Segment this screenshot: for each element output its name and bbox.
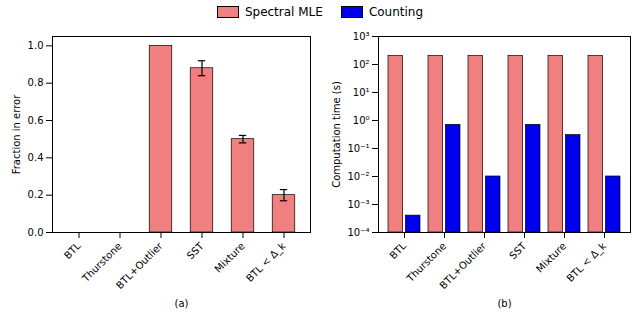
svg-text:0.8: 0.8: [28, 77, 44, 88]
svg-text:0.0: 0.0: [28, 227, 44, 238]
svg-text:SST: SST: [507, 240, 529, 262]
svg-text:SST: SST: [185, 240, 207, 262]
svg-text:10⁰: 10⁰: [353, 115, 370, 126]
svg-text:10⁻²: 10⁻²: [347, 171, 369, 182]
svg-text:10⁻³: 10⁻³: [347, 199, 369, 210]
svg-text:BTL < Δ_k: BTL < Δ_k: [564, 240, 609, 285]
svg-text:10¹: 10¹: [353, 87, 370, 98]
html-text:Spectral MLE: Spectral MLE: [244, 5, 323, 19]
svg-text:Fraction in error: Fraction in error: [11, 94, 22, 174]
svg-text:BTL: BTL: [387, 240, 408, 261]
svg-text:BTL+Outlier: BTL+Outlier: [114, 240, 165, 291]
svg-text:(a): (a): [175, 298, 189, 309]
svg-text:BTL: BTL: [62, 240, 83, 261]
svg-text:Thurstone: Thurstone: [404, 240, 449, 284]
svg-text:10⁻⁴: 10⁻⁴: [347, 227, 369, 238]
svg-text:BTL+Outlier: BTL+Outlier: [437, 240, 488, 291]
svg-text:0.6: 0.6: [28, 115, 44, 126]
svg-text:10⁻¹: 10⁻¹: [347, 143, 369, 154]
svg-text:Thurstone: Thurstone: [79, 240, 123, 284]
svg-text:0.4: 0.4: [28, 152, 44, 163]
svg-text:BTL < Δ_k: BTL < Δ_k: [244, 240, 289, 285]
svg-text:10³: 10³: [353, 31, 370, 42]
svg-text:1.0: 1.0: [28, 40, 44, 51]
svg-text:Computation time (s): Computation time (s): [331, 81, 342, 188]
svg-text:(b): (b): [497, 298, 511, 309]
html-text:Counting: Counting: [368, 5, 424, 19]
svg-text:10²: 10²: [353, 59, 370, 70]
svg-text:0.2: 0.2: [28, 189, 44, 200]
svg-text:Mixture: Mixture: [212, 240, 246, 274]
svg-text:Mixture: Mixture: [534, 240, 568, 274]
